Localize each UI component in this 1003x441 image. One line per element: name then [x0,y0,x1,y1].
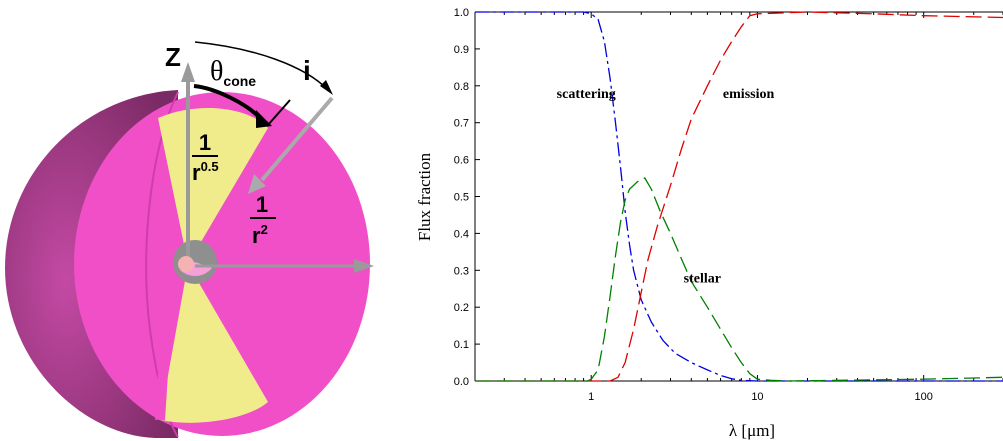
density-sphere-denominator: r2 [252,222,268,248]
series-line-stellar [475,177,1003,382]
x-tick-label: 100 [915,391,933,403]
inclination-arc-arrowhead [320,80,333,95]
density-sphere-base: r [252,223,261,248]
upper-cone [158,107,268,264]
annotation-emission: emission [723,87,775,102]
sphere-cut-face [74,92,370,436]
series-lines [475,11,1003,382]
inclination-arc [194,41,329,91]
theta-cone-label: θcone [210,56,256,89]
density-sphere-numerator: 1 [256,192,268,217]
density-cone-base: r [192,160,201,185]
series-line-scattering [475,11,1003,382]
plot-frame [474,11,1003,382]
inclination-arrowhead [248,174,266,194]
inclination-label: i [303,55,311,86]
lower-cone-inner-edge [155,294,173,421]
density-sphere-exponent: 2 [261,222,268,237]
x-tick-label: 10 [751,391,763,403]
y-tick-label: 0.9 [454,44,469,56]
y-tick-label: 0.1 [454,339,469,351]
y-tick-label: 0.5 [454,192,469,204]
density-cone-denominator: r0.5 [192,159,219,185]
y-tick-label: 0.6 [454,155,469,167]
z-axis-arrowhead [181,62,195,82]
y-axis-label: Flux fraction [415,152,434,241]
x-axis-arrowhead [354,259,374,273]
z-axis-label: Z [165,42,181,72]
central-star [178,256,194,272]
series-line-emission [475,11,1003,382]
y-tick-label: 0.3 [454,265,469,277]
y-tick-label: 0.4 [454,228,469,240]
lower-cone [160,264,268,423]
y-tick-label: 0.2 [454,302,469,314]
theta-symbol: θ [210,56,223,87]
annotation-stellar: stellar [684,272,721,287]
chart-annotations: scattering emission stellar [557,87,775,287]
density-cone-numerator: 1 [199,130,211,155]
flux-fraction-chart: 0.00.10.20.30.40.50.60.70.80.91.01 10 100 … [415,7,1003,440]
y-tick-label: 0.7 [454,118,469,130]
cone-edge-tick [267,99,291,126]
density-cone-exponent: 0.5 [201,159,219,174]
inclination-arrow-line [260,96,334,182]
annotation-scattering: scattering [557,87,616,102]
x-axis-label: λ [μm] [729,421,775,440]
axis-ticks: 0.0 0.1 0.2 0.3 0.4 0.5 0.6 0.7 0.8 0.9 1.0 1 10 100 [454,7,1003,403]
y-tick-label: 1.0 [454,7,469,19]
theta-subscript: cone [223,73,256,89]
x-tick-label: 1 [588,391,594,403]
geometry-diagram: Z θcone i 1 r0.5 1 r2 [5,41,374,438]
y-tick-label: 0.0 [454,376,469,388]
y-tick-label: 0.8 [454,81,469,93]
